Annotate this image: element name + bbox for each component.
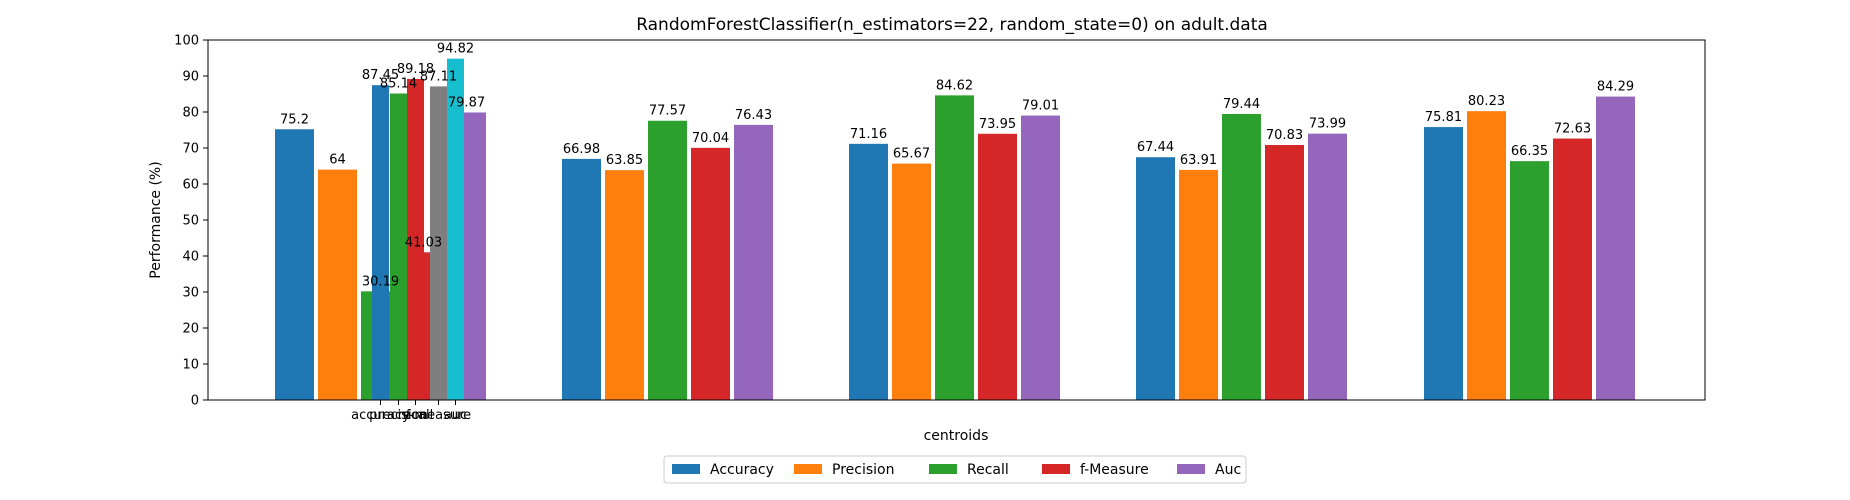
data-label: 65.67 [893,147,930,162]
legend-swatch [929,464,957,474]
legend-swatch [672,464,700,474]
bar-auc-2 [1021,115,1060,401]
data-label: 66.98 [563,142,600,157]
x-axis-label: centroids [924,428,989,444]
legend: Accuracy Precision Recall f-Measure Auc [663,455,1247,484]
data-label: 77.57 [649,104,686,119]
data-label: 71.16 [850,127,887,142]
y-tick-label: 70 [182,142,199,157]
bar-accuracy-2 [849,143,888,400]
legend-swatch [794,464,822,474]
bar-precision-0 [318,169,357,400]
overlay-bar-0 [372,85,389,401]
data-label: 79.87 [448,95,485,110]
x-tick-label: f-measure [406,408,471,423]
data-label: 30.19 [362,274,399,289]
data-label: 73.95 [979,117,1016,132]
legend-label: f-Measure [1080,462,1149,478]
legend-label: Accuracy [710,462,774,478]
bar-precision-2 [892,163,931,400]
bar-f-measure-2 [978,133,1017,400]
overlay-bar-2 [407,78,424,401]
bar-accuracy-4 [1424,127,1463,401]
legend-swatch [1042,464,1070,474]
y-axis: 0 10 20 30 40 50 60 70 80 90 100 [174,34,208,409]
data-label: 70.04 [692,131,729,146]
data-label: 80.23 [1468,94,1505,109]
bar-f-measure-1 [691,147,730,400]
overlay-data-label: 87.45 [362,68,399,83]
overlay-data-label: 85.14 [380,76,417,91]
bar-precision-3 [1179,169,1218,400]
overlay-data-label: 89.18 [397,62,434,77]
y-tick-label: 60 [182,178,199,193]
data-label: 84.29 [1597,80,1634,95]
bar-accuracy-0 [275,129,314,400]
y-tick-label: 100 [174,34,199,49]
x-tick-label: accuracy [351,408,410,423]
data-label: 73.99 [1309,117,1346,132]
bar-precision-4 [1467,111,1506,400]
chart-title: RandomForestClassifier(n_estimators=22, … [636,15,1268,35]
bar-recall-1 [648,120,687,401]
legend-label: Auc [1215,462,1241,478]
data-labels-layer: 75.2 66.98 71.16 67.44 75.81 64 63.85 65.67 63.9… [280,42,1634,290]
data-label: 79.44 [1223,97,1260,112]
overlay-bar-3 [430,86,447,401]
legend-swatch [1177,464,1205,474]
overlay-bar-1 [390,93,407,400]
data-label: 64 [329,153,346,168]
data-label: 84.62 [936,78,973,93]
overlay-data-label: 87.11 [420,69,457,84]
data-label: 67.44 [1137,140,1174,155]
y-tick-label: 10 [182,358,199,373]
legend-label: Precision [832,462,894,478]
data-label: 79.01 [1022,99,1059,114]
bar-precision-1 [605,170,644,400]
bar-recall-3 [1222,114,1261,401]
data-label: 70.83 [1266,128,1303,143]
bar-auc-3 [1308,133,1347,401]
legend-label: Recall [967,462,1009,478]
bar-accuracy-3 [1136,157,1175,400]
bar-auc-1 [734,124,773,401]
x-tick-label: precision [369,408,428,423]
data-label: 63.85 [606,153,643,168]
y-tick-label: 80 [182,106,199,121]
data-label: 72.63 [1554,122,1591,137]
y-axis-label: Performance (%) [148,161,164,278]
bars-layer [275,58,1635,401]
bar-auc-4 [1596,96,1635,400]
data-label: 41.03 [405,235,442,250]
y-tick-label: 50 [182,214,199,229]
bar-f-measure-3 [1265,145,1304,400]
data-label: 75.81 [1425,110,1462,125]
y-tick-label: 20 [182,322,199,337]
x-tick-label: auc [444,408,467,423]
data-label: 63.91 [1180,153,1217,168]
y-tick-label: 40 [182,250,199,265]
y-tick-label: 90 [182,70,199,85]
overlay-data-label: 94.82 [437,42,474,57]
y-tick-label: 30 [182,286,199,301]
overlay-bar-4 [447,58,464,400]
y-tick-label: 0 [191,394,199,409]
bar-accuracy-1 [562,158,601,400]
bar-recall-2 [935,95,974,401]
bar-f-measure-4 [1553,138,1592,401]
data-label: 76.43 [735,108,772,123]
data-label: 66.35 [1511,144,1548,159]
x-tick-label: recall [398,408,433,423]
data-label: 75.2 [280,112,309,127]
bar-recall-4 [1510,161,1549,400]
